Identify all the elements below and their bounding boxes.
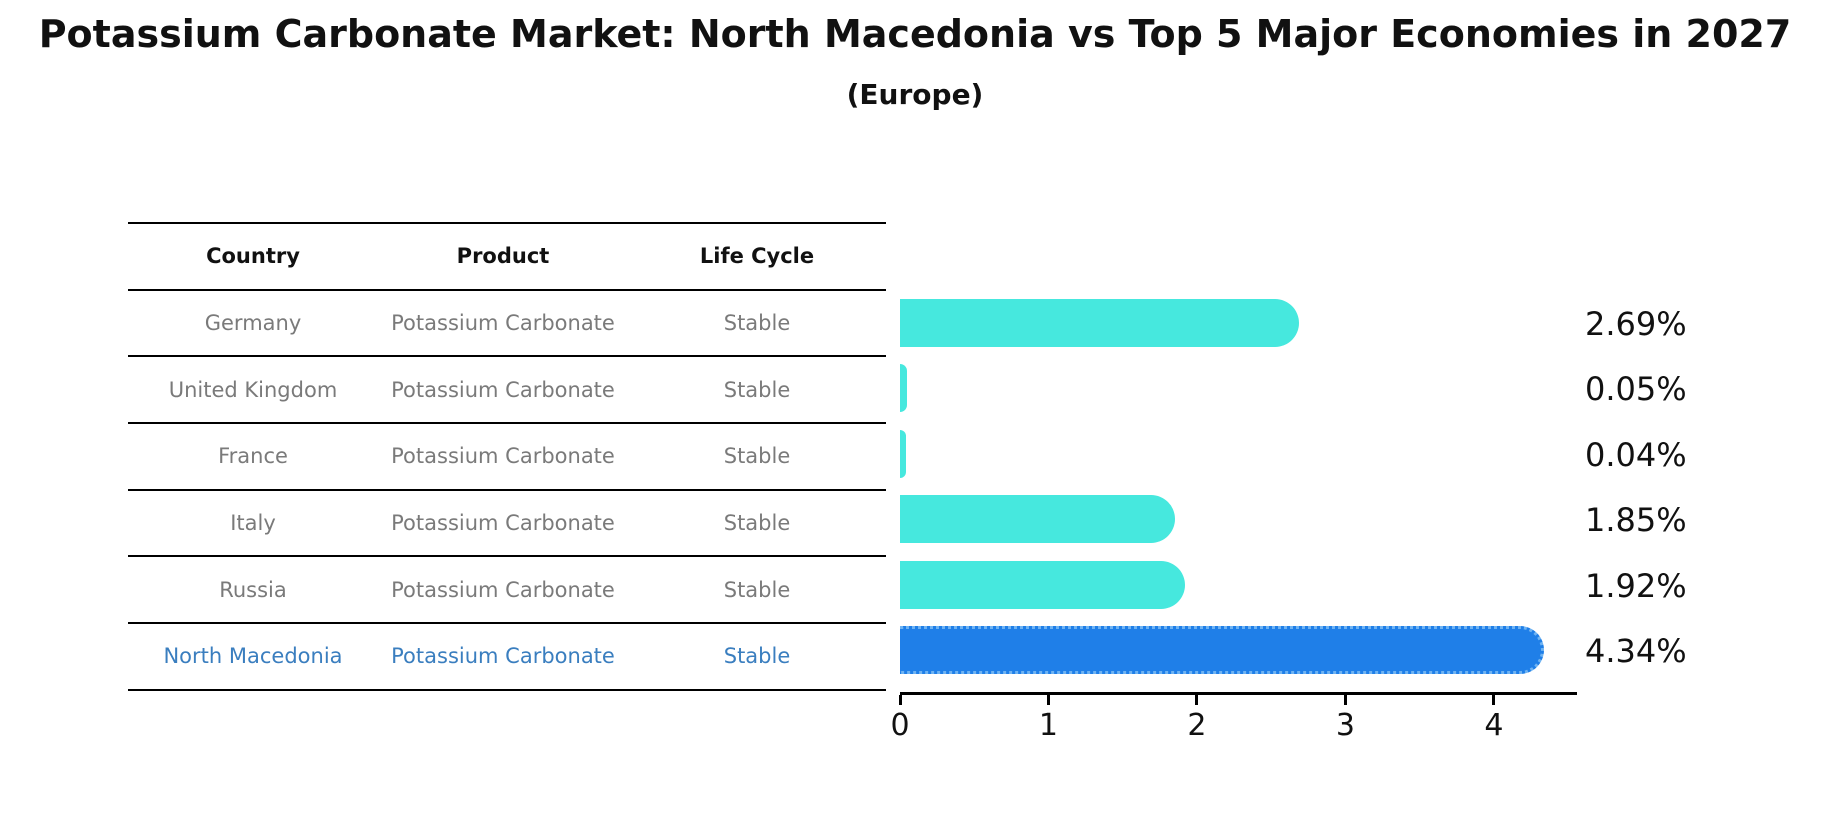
cell-product: Potassium Carbonate (391, 511, 615, 536)
table-row-france: France Potassium Carbonate Stable (128, 424, 886, 491)
cell-country: France (218, 444, 288, 469)
cell-product: Potassium Carbonate (391, 577, 615, 602)
bar-row-germany: 2.69% (900, 299, 1687, 347)
table-header-row: Country Product Life Cycle (128, 224, 886, 291)
table-row-north-macedonia: North Macedonia Potassium Carbonate Stab… (128, 624, 886, 691)
cell-life-cycle: Stable (723, 577, 791, 602)
bar-france (900, 429, 906, 478)
cell-country: Germany (204, 311, 302, 336)
cell-product: Potassium Carbonate (391, 311, 615, 336)
tick-mark (1343, 695, 1347, 705)
tick-mark (1492, 695, 1496, 705)
bar-value-label: 0.05% (1585, 370, 1687, 409)
bar-united-kingdom (900, 364, 908, 413)
tick-mark (1195, 695, 1199, 705)
tick-label: 0 (890, 708, 910, 743)
cell-country: Russia (219, 577, 287, 602)
bar-value-label: 0.04% (1585, 435, 1687, 474)
bar-row-france: 0.04% (900, 429, 1687, 478)
country-table: Country Product Life Cycle Germany Potas… (128, 222, 886, 691)
cell-product: Potassium Carbonate (391, 444, 615, 469)
tick-mark (898, 695, 902, 705)
cell-life-cycle: Stable (723, 311, 791, 336)
table-row-russia: Russia Potassium Carbonate Stable (128, 557, 886, 625)
cell-country: North Macedonia (163, 644, 343, 669)
cell-life-cycle: Stable (723, 444, 791, 469)
x-axis-line (900, 692, 1577, 695)
bar-row-united-kingdom: 0.05% (900, 364, 1687, 413)
bar-value-label: 1.92% (1585, 566, 1687, 605)
column-header-country: Country (206, 244, 300, 269)
table-row-united-kingdom: United Kingdom Potassium Carbonate Stabl… (128, 357, 886, 425)
bar-north-macedonia (900, 626, 1545, 674)
tick-label: 4 (1484, 708, 1504, 743)
cell-product: Potassium Carbonate (391, 644, 615, 669)
cell-life-cycle: Stable (723, 377, 791, 402)
bar-row-russia: 1.92% (900, 560, 1687, 609)
tick-label: 2 (1187, 708, 1207, 743)
bar-germany (900, 299, 1300, 347)
page-title: Potassium Carbonate Market: North Macedo… (38, 12, 1792, 56)
cell-country: United Kingdom (168, 377, 338, 402)
bar-value-label: 2.69% (1585, 305, 1687, 343)
column-header-product: Product (456, 244, 550, 269)
table-row-italy: Italy Potassium Carbonate Stable (128, 491, 886, 558)
cell-life-cycle: Stable (723, 644, 791, 669)
cell-product: Potassium Carbonate (391, 377, 615, 402)
tick-label: 3 (1335, 708, 1355, 743)
page-subtitle: (Europe) (846, 78, 984, 111)
bar-italy (900, 495, 1175, 544)
bar-value-label: 1.85% (1585, 501, 1687, 540)
table-row-germany: Germany Potassium Carbonate Stable (128, 291, 886, 358)
bar-row-north-macedonia: 4.34% (900, 626, 1687, 674)
bar-value-label: 4.34% (1585, 632, 1687, 670)
bar-row-italy: 1.85% (900, 495, 1687, 544)
x-axis: 0 1 2 3 4 (890, 692, 1577, 752)
cell-country: Italy (230, 511, 276, 536)
cell-life-cycle: Stable (723, 511, 791, 536)
bar-plot: 2.69% 0.05% 0.04% 1.85% 1.92% 4.34% 0 (890, 222, 1687, 782)
tick-label: 1 (1038, 708, 1058, 743)
column-header-life-cycle: Life Cycle (699, 244, 815, 269)
tick-mark (1046, 695, 1050, 705)
bar-russia (900, 560, 1186, 609)
